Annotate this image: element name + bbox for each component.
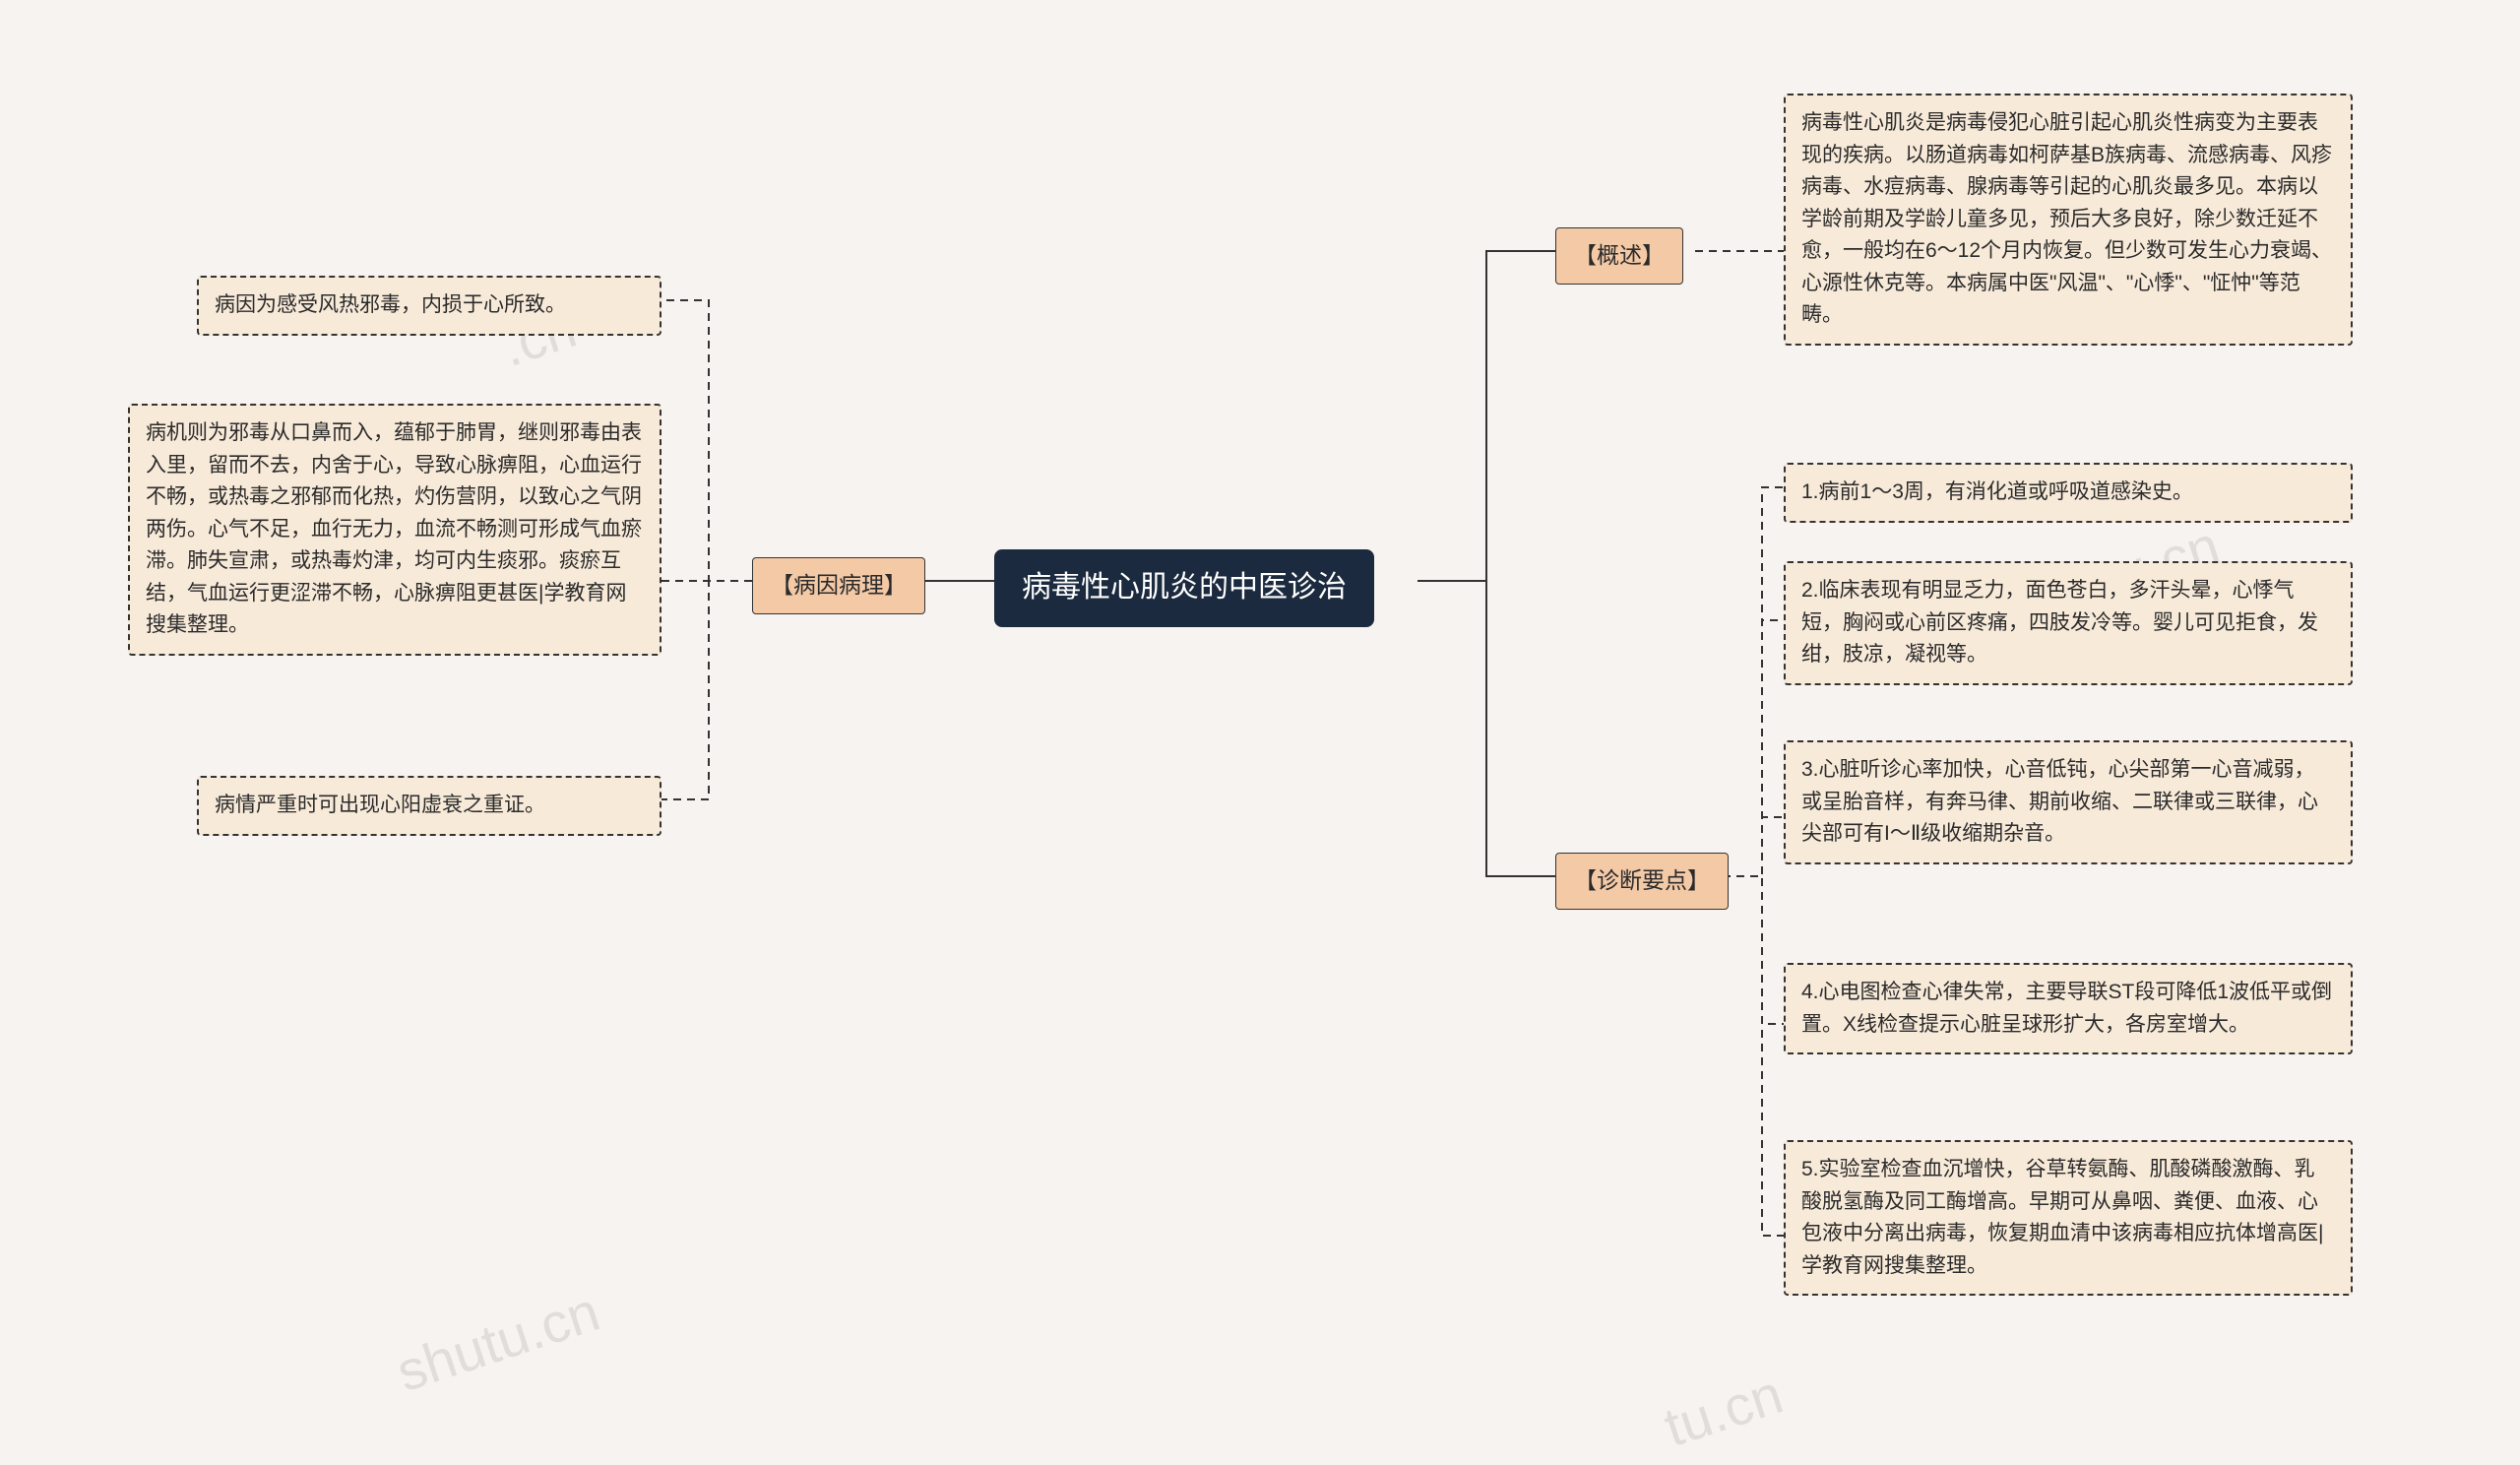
branch-diagnosis[interactable]: 【诊断要点】 [1555, 853, 1729, 910]
branch-overview[interactable]: 【概述】 [1555, 227, 1683, 285]
leaf-etiology-3[interactable]: 病情严重时可出现心阳虚衰之重证。 [197, 776, 662, 836]
leaf-diagnosis-2[interactable]: 2.临床表现有明显乏力，面色苍白，多汗头晕，心悸气短，胸闷或心前区疼痛，四肢发冷… [1784, 561, 2353, 685]
leaf-etiology-2[interactable]: 病机则为邪毒从口鼻而入，蕴郁于肺胃，继则邪毒由表入里，留而不去，内舍于心，导致心… [128, 404, 662, 656]
leaf-diagnosis-1[interactable]: 1.病前1～3周，有消化道或呼吸道感染史。 [1784, 463, 2353, 523]
leaf-diagnosis-5[interactable]: 5.实验室检查血沉增快，谷草转氨酶、肌酸磷酸激酶、乳酸脱氢酶及同工酶增高。早期可… [1784, 1140, 2353, 1296]
leaf-diagnosis-4[interactable]: 4.心电图检查心律失常，主要导联ST段可降低1波低平或倒置。X线检查提示心脏呈球… [1784, 963, 2353, 1054]
leaf-etiology-1[interactable]: 病因为感受风热邪毒，内损于心所致。 [197, 276, 662, 336]
branch-etiology[interactable]: 【病因病理】 [752, 557, 925, 614]
watermark: shutu.cn [389, 1279, 606, 1404]
leaf-overview-1[interactable]: 病毒性心肌炎是病毒侵犯心脏引起心肌炎性病变为主要表现的疾病。以肠道病毒如柯萨基B… [1784, 94, 2353, 346]
mindmap-root[interactable]: 病毒性心肌炎的中医诊治 [994, 549, 1374, 627]
watermark: tu.cn [1657, 1362, 1791, 1459]
leaf-diagnosis-3[interactable]: 3.心脏听诊心率加快，心音低钝，心尖部第一心音减弱，或呈胎音样，有奔马律、期前收… [1784, 740, 2353, 864]
